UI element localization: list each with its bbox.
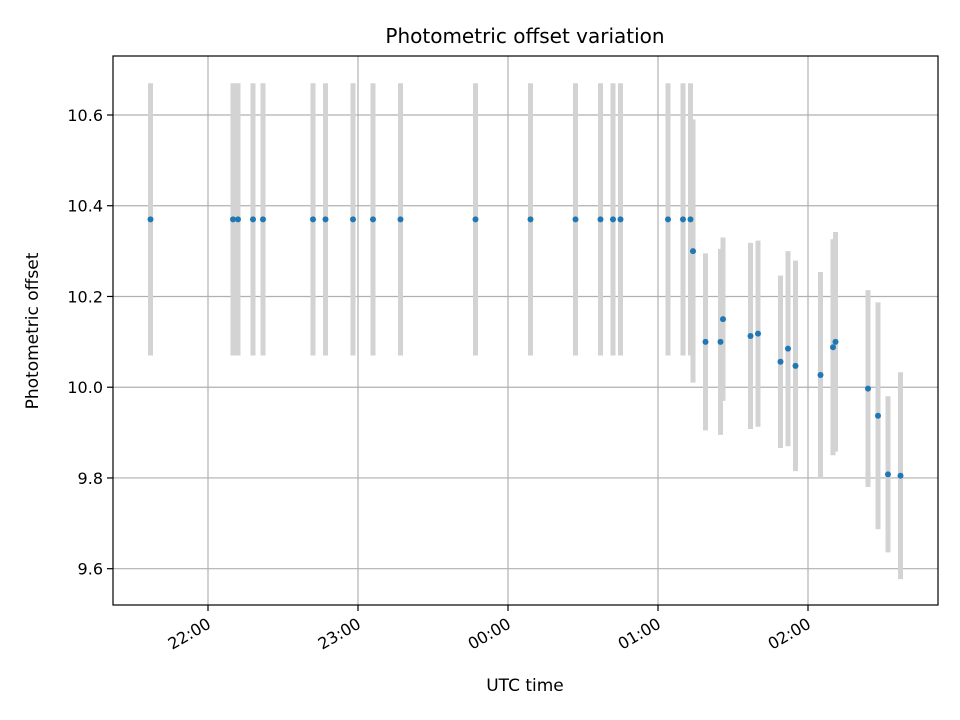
data-point	[777, 358, 784, 365]
data-point	[720, 316, 726, 323]
data-point	[755, 330, 761, 337]
data-point	[527, 216, 534, 223]
data-point	[250, 216, 256, 223]
data-point	[690, 248, 696, 255]
y-tick-label: 10.2	[67, 287, 103, 306]
data-point	[792, 362, 799, 369]
data-point	[370, 216, 376, 223]
chart-title: Photometric offset variation	[385, 24, 664, 48]
data-point	[665, 216, 671, 223]
data-point	[310, 216, 316, 223]
data-point	[260, 216, 266, 223]
data-point	[897, 472, 904, 479]
data-point	[875, 412, 881, 419]
data-point	[597, 216, 604, 223]
data-point	[865, 385, 871, 392]
data-point	[617, 216, 624, 223]
data-point	[397, 216, 404, 223]
y-tick-label: 10.4	[67, 197, 103, 216]
data-point	[702, 338, 709, 345]
y-tick-label: 9.8	[78, 469, 103, 488]
data-point	[350, 216, 356, 223]
y-tick-label: 10.0	[67, 378, 103, 397]
data-point	[322, 216, 329, 223]
plot-frame	[112, 55, 939, 606]
data-point	[230, 216, 236, 223]
data-point	[817, 371, 824, 378]
data-point	[572, 216, 579, 223]
x-axis-label: UTC time	[486, 676, 564, 696]
data-point	[717, 338, 724, 345]
data-point	[235, 216, 241, 223]
data-point	[885, 471, 891, 478]
data-point	[680, 216, 686, 223]
data-point	[785, 345, 791, 352]
data-point	[472, 216, 479, 223]
y-tick-label: 10.6	[67, 106, 103, 125]
data-point	[610, 216, 616, 223]
y-axis-label: Photometric offset	[23, 252, 43, 409]
data-point	[832, 338, 839, 345]
data-point	[147, 216, 154, 223]
data-point	[830, 344, 836, 351]
data-point	[747, 332, 754, 339]
data-point	[687, 216, 694, 223]
y-tick-label: 9.6	[78, 560, 103, 579]
data-markers	[147, 216, 904, 479]
